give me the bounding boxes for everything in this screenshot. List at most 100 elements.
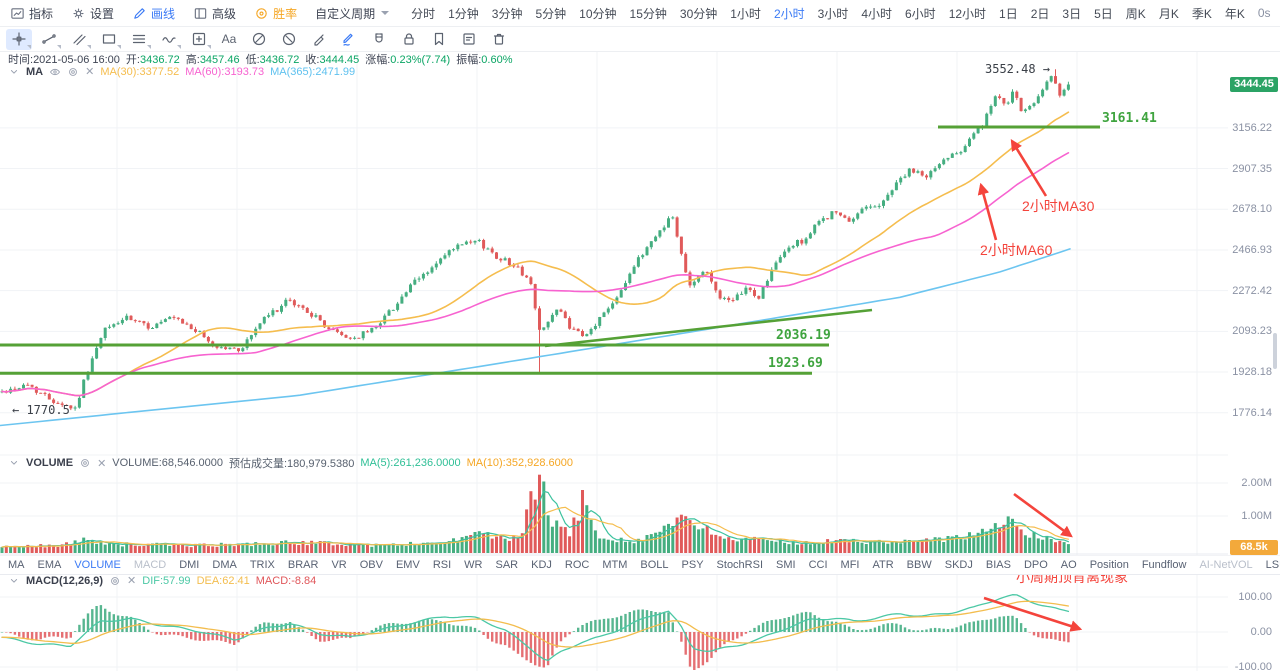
timeframe-16[interactable]: 5日: [1094, 6, 1113, 21]
timeframe-20[interactable]: 年K: [1224, 6, 1245, 21]
ohlc-field: 开:3436.72: [125, 54, 180, 66]
timeframe-17[interactable]: 周K: [1125, 6, 1146, 21]
advanced-menu[interactable]: 高级: [193, 5, 236, 22]
timeframe-13[interactable]: 1日: [999, 6, 1018, 21]
chevron-icon[interactable]: [8, 457, 20, 469]
timeframe-2[interactable]: 3分钟: [491, 6, 523, 21]
tab-BRAR[interactable]: BRAR: [287, 559, 319, 571]
parallel-lines-tool[interactable]: [66, 29, 92, 50]
price-axis-label: 2272.42: [1232, 285, 1272, 297]
timeframe-6[interactable]: 30分钟: [679, 6, 718, 21]
wave-tool[interactable]: [156, 29, 182, 50]
timeframe-11[interactable]: 6小时: [905, 6, 936, 21]
note-tool[interactable]: [456, 29, 482, 50]
tab-MACD[interactable]: MACD: [133, 559, 167, 571]
custom-period-menu[interactable]: 自定义周期: [315, 5, 390, 22]
tab-BOLL[interactable]: BOLL: [640, 559, 669, 571]
tab-OBV[interactable]: OBV: [359, 559, 383, 571]
tab-StochRSI[interactable]: StochRSI: [716, 559, 764, 571]
magnet-tool[interactable]: [366, 29, 392, 50]
tab-Position[interactable]: Position: [1089, 559, 1129, 571]
timeframe-1[interactable]: 1分钟: [448, 6, 479, 21]
tab-DPO[interactable]: DPO: [1023, 559, 1048, 571]
timeframe-12[interactable]: 12小时: [948, 6, 987, 21]
close-icon[interactable]: ✕: [127, 575, 137, 587]
hide-drawings-tool[interactable]: [276, 29, 302, 50]
refresh-timer: 0s: [1257, 6, 1271, 20]
tab-EMA[interactable]: EMA: [37, 559, 62, 571]
settings-sm-button[interactable]: [109, 575, 121, 587]
fib-lines-tool[interactable]: [126, 29, 152, 50]
tool-caret: [147, 44, 151, 49]
timeframe-18[interactable]: 月K: [1158, 6, 1179, 21]
close-icon[interactable]: ✕: [85, 66, 95, 78]
text-tool[interactable]: Aa: [216, 29, 242, 50]
settings-sm-button[interactable]: [67, 66, 79, 78]
timeframe-14[interactable]: 2日: [1030, 6, 1050, 21]
tab-VOLUME[interactable]: VOLUME: [74, 559, 121, 571]
tool-caret: [57, 44, 61, 49]
chevron-icon[interactable]: [8, 575, 20, 587]
bookmark-tool[interactable]: [426, 29, 452, 50]
tab-AO[interactable]: AO: [1060, 559, 1077, 571]
crosshair-tool[interactable]: [6, 28, 32, 50]
tab-PSY[interactable]: PSY: [681, 559, 704, 571]
timeframe-7[interactable]: 1小时: [730, 6, 761, 21]
tab-KDJ[interactable]: KDJ: [531, 559, 552, 571]
tab-WR[interactable]: WR: [464, 559, 483, 571]
ohlc-field: 涨幅:0.23%(7.74): [365, 54, 451, 66]
tab-MFI[interactable]: MFI: [840, 559, 860, 571]
tab-TRIX[interactable]: TRIX: [249, 559, 275, 571]
timeframe-10[interactable]: 4小时: [861, 6, 892, 21]
tab-SKDJ[interactable]: SKDJ: [944, 559, 973, 571]
tab-DMA[interactable]: DMA: [212, 559, 237, 571]
timeframe-0[interactable]: 分时: [411, 6, 436, 21]
draw-menu[interactable]: 画线: [132, 5, 175, 22]
delete-drawings-tool[interactable]: [486, 29, 512, 50]
tab-MTM[interactable]: MTM: [602, 559, 628, 571]
tab-SMI[interactable]: SMI: [776, 559, 796, 571]
tab-CCI[interactable]: CCI: [808, 559, 828, 571]
rectangle-tool[interactable]: [96, 29, 122, 50]
lock-tool[interactable]: [396, 29, 422, 50]
panel-icon: [194, 7, 207, 19]
freehand-draw-tool[interactable]: [336, 29, 362, 50]
tab-LSUR[interactable]: LSUR: [1265, 559, 1280, 571]
tab-BIAS[interactable]: BIAS: [985, 559, 1011, 571]
tab-AI-NetVOL[interactable]: AI-NetVOL: [1199, 559, 1253, 571]
volume-legend: VOLUME ✕ VOLUME:68,546.0000 预估成交量:180,979.5…: [8, 455, 573, 471]
tab-BBW[interactable]: BBW: [906, 559, 932, 571]
settings-sm-button[interactable]: [79, 457, 91, 469]
chevron-icon[interactable]: [8, 66, 20, 78]
brush-tool[interactable]: [306, 29, 332, 50]
scrollbar[interactable]: [1273, 333, 1277, 369]
tab-Fundflow[interactable]: Fundflow: [1141, 559, 1187, 571]
timeframe-4[interactable]: 10分钟: [579, 6, 617, 21]
trendline-tool[interactable]: [36, 29, 62, 50]
timeframe-15[interactable]: 3日: [1062, 6, 1082, 21]
tab-VR[interactable]: VR: [331, 559, 347, 571]
position-tool[interactable]: [186, 29, 212, 50]
tab-DMI[interactable]: DMI: [179, 559, 200, 571]
tab-ROC[interactable]: ROC: [564, 559, 590, 571]
tab-RSI[interactable]: RSI: [432, 559, 452, 571]
tab-SAR[interactable]: SAR: [495, 559, 519, 571]
timeframe-8[interactable]: 2小时: [773, 6, 805, 21]
settings-menu[interactable]: 设置: [71, 5, 114, 22]
tab-EMV[interactable]: EMV: [395, 559, 420, 571]
timeframe-9[interactable]: 3小时: [817, 6, 849, 21]
timeframe-3[interactable]: 5分钟: [535, 6, 567, 21]
timeframe-5[interactable]: 15分钟: [629, 6, 667, 21]
eraser-tool[interactable]: [246, 29, 272, 50]
tab-ATR[interactable]: ATR: [872, 559, 894, 571]
close-icon[interactable]: ✕: [97, 457, 107, 470]
custom-period-menu-label: 自定义周期: [315, 6, 376, 21]
timeframe-19[interactable]: 季K: [1191, 6, 1212, 21]
indicators-menu[interactable]: 指标: [10, 5, 53, 22]
winrate-menu[interactable]: 胜率: [254, 5, 297, 22]
eye-button[interactable]: [49, 66, 61, 78]
eraser-icon: [252, 32, 266, 46]
tab-MA[interactable]: MA: [8, 559, 25, 571]
plus-box-icon: [192, 32, 206, 46]
